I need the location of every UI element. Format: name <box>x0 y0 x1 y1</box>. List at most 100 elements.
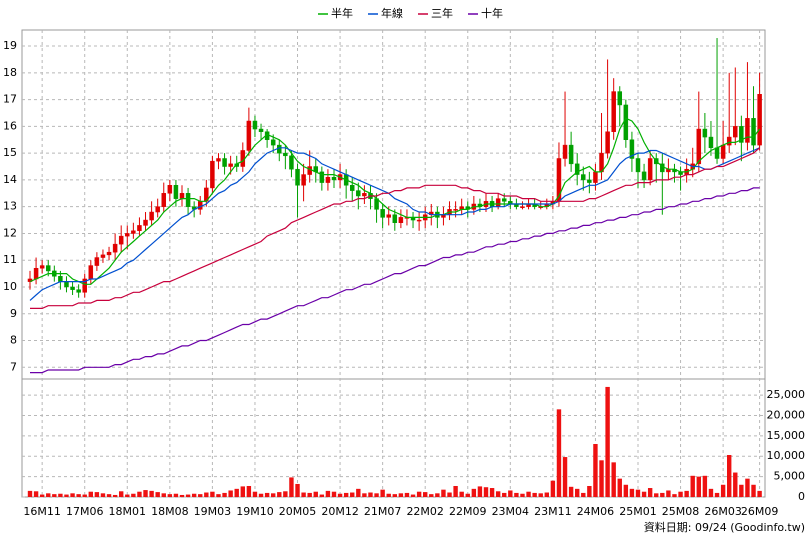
volume-bar <box>216 494 221 497</box>
volume-bar <box>100 493 106 497</box>
candle-body <box>605 131 610 154</box>
candle-body <box>635 158 641 173</box>
volume-bar <box>179 494 185 497</box>
candle-body <box>33 267 39 280</box>
candle-body <box>161 193 167 207</box>
volume-bar <box>301 492 306 497</box>
legend-label: 半年 <box>331 6 353 20</box>
volume-bar <box>514 492 519 497</box>
x-tick-label: 23M04 <box>492 505 530 518</box>
volume-bar <box>271 493 276 497</box>
volume-bar <box>435 493 440 497</box>
candle-body <box>70 286 75 290</box>
volume-bar <box>295 483 300 497</box>
candle-body <box>751 118 756 146</box>
volume-bar <box>629 488 635 497</box>
volume-bar <box>447 492 452 497</box>
volume-bar <box>125 494 130 497</box>
y-tick-label: 17 <box>3 93 17 106</box>
volume-bar <box>520 493 525 497</box>
candle-body <box>398 217 404 223</box>
volume-tick-label: 5,000 <box>774 470 806 483</box>
candle-body <box>757 93 762 146</box>
volume-bar <box>88 491 93 497</box>
volume-bar <box>112 494 118 497</box>
volume-bar <box>581 492 586 497</box>
candle-body <box>356 190 361 197</box>
candle-body <box>216 158 221 162</box>
volume-bar <box>313 491 318 497</box>
volume-bar <box>538 493 543 497</box>
volume-bar <box>386 493 391 497</box>
x-tick-label: 21M07 <box>364 505 402 518</box>
y-tick-label: 7 <box>10 360 17 373</box>
volume-bar <box>489 488 495 497</box>
candle-body <box>623 104 629 141</box>
candle-body <box>495 198 501 207</box>
x-tick-label: 26M03 <box>704 505 742 518</box>
candle-body <box>562 144 568 159</box>
volume-bar <box>70 493 75 497</box>
x-tick-label: 25M01 <box>619 505 657 518</box>
volume-bar <box>550 480 556 497</box>
candle-body <box>283 152 288 157</box>
candle-body <box>173 185 179 199</box>
volume-bar <box>307 492 312 497</box>
volume-bar <box>739 484 744 497</box>
candle-body <box>289 155 294 170</box>
moving-average-line <box>30 147 760 309</box>
candle-body <box>745 118 750 143</box>
volume-bar <box>337 493 343 497</box>
volume-bar <box>137 491 142 497</box>
volume-bar <box>495 491 501 497</box>
legend-label: 十年 <box>481 6 503 20</box>
volume-bar <box>82 494 87 497</box>
volume-bar <box>362 493 367 497</box>
volume-bar <box>161 493 166 497</box>
candle-body <box>94 257 100 266</box>
candle-body <box>641 171 647 181</box>
volume-bar <box>666 490 671 497</box>
candle-body <box>131 230 136 234</box>
footer: 資料日期: 09/24 (Goodinfo.tw) <box>644 520 805 534</box>
candle-body <box>210 160 215 189</box>
volume-bar <box>252 491 258 497</box>
volume-bar <box>258 493 264 497</box>
volume-bar <box>374 493 379 497</box>
volume-bar <box>119 491 124 497</box>
candle-body <box>720 144 726 159</box>
volume-bar <box>617 478 622 497</box>
y-tick-label: 19 <box>3 39 17 52</box>
volume-bar <box>757 490 762 497</box>
candle-body <box>82 278 87 293</box>
y-tick-label: 8 <box>10 334 17 347</box>
volume-tick-label: 20,000 <box>767 408 806 421</box>
volume-bar <box>27 490 33 497</box>
candle-body <box>593 171 598 183</box>
volume-bar <box>39 494 45 497</box>
candle-body <box>88 265 94 280</box>
candle-body <box>587 179 592 183</box>
candle-body <box>416 219 422 222</box>
volume-bar <box>544 492 549 497</box>
candle-body <box>270 139 276 146</box>
volume-bar <box>526 491 531 497</box>
candle-body <box>197 201 203 210</box>
volume-bar <box>562 457 568 497</box>
volume-bar <box>556 409 562 497</box>
candle-body <box>143 219 148 226</box>
candle-body <box>100 254 106 258</box>
candle-body <box>45 265 51 272</box>
volume-bar <box>131 493 136 497</box>
volume-bar <box>508 490 513 497</box>
volume-tick-label: 25,000 <box>767 388 806 401</box>
y-tick-label: 13 <box>3 200 17 213</box>
candle-body <box>106 251 112 256</box>
x-tick-label: 16M11 <box>23 505 61 518</box>
volume-bar <box>343 492 349 497</box>
x-tick-label: 20M05 <box>279 505 317 518</box>
volume-bar <box>575 488 580 497</box>
candle-body <box>295 168 300 186</box>
volume-bar <box>52 494 57 497</box>
volume-bar <box>654 493 659 497</box>
